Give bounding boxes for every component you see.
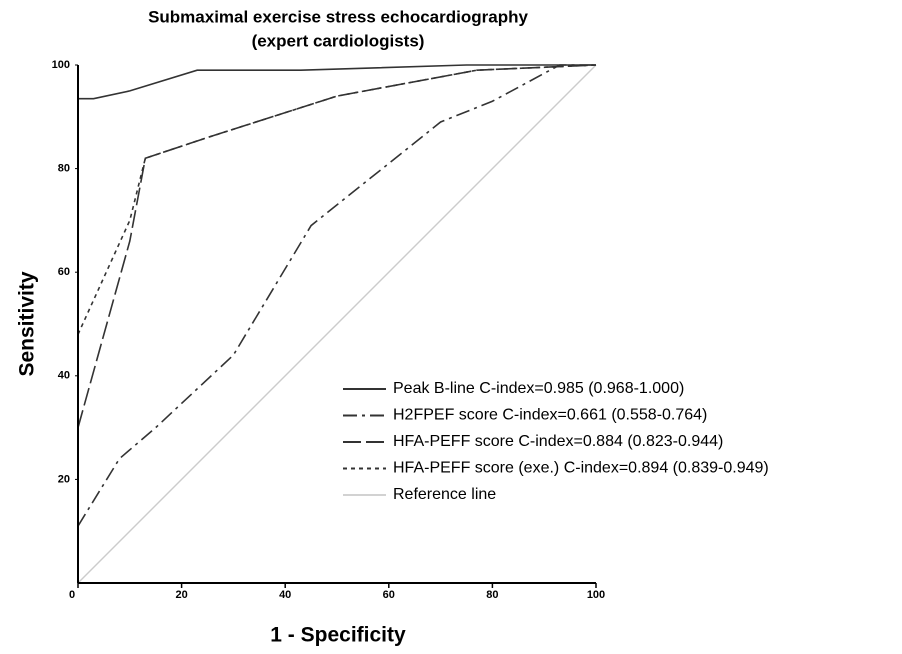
legend-label: HFA-PEFF score C-index=0.884 (0.823-0.94… [393,433,723,450]
legend-label: HFA-PEFF score (exe.) C-index=0.894 (0.8… [393,460,769,477]
y-tick-label: 20 [58,473,70,485]
y-axis-label: Sensitivity [16,271,39,376]
series-line [77,64,596,527]
x-tick-label: 100 [587,589,605,601]
y-tick-label: 80 [58,163,70,175]
chart-title: Submaximal exercise stress echocardiogra… [148,7,528,26]
y-tick-label: 100 [52,59,70,71]
x-tick-label: 20 [175,589,187,601]
series-line [77,64,597,335]
series-line [77,64,597,584]
y-tick-label: 40 [58,370,70,382]
y-tick-label: 60 [58,266,70,278]
series-line [77,64,597,428]
series-line [78,64,596,100]
chart-subtitle: (expert cardiologists) [252,31,425,50]
legend-label: Reference line [393,486,496,503]
legend-label: Peak B-line C-index=0.985 (0.968-1.000) [393,380,684,397]
x-axis-label: 1 - Specificity [270,624,406,647]
legend-label: H2FPEF score C-index=0.661 (0.558-0.764) [393,407,707,424]
x-tick-label: 0 [69,589,75,601]
x-tick-label: 60 [383,589,395,601]
x-tick-label: 40 [279,589,291,601]
x-tick-label: 80 [486,589,498,601]
